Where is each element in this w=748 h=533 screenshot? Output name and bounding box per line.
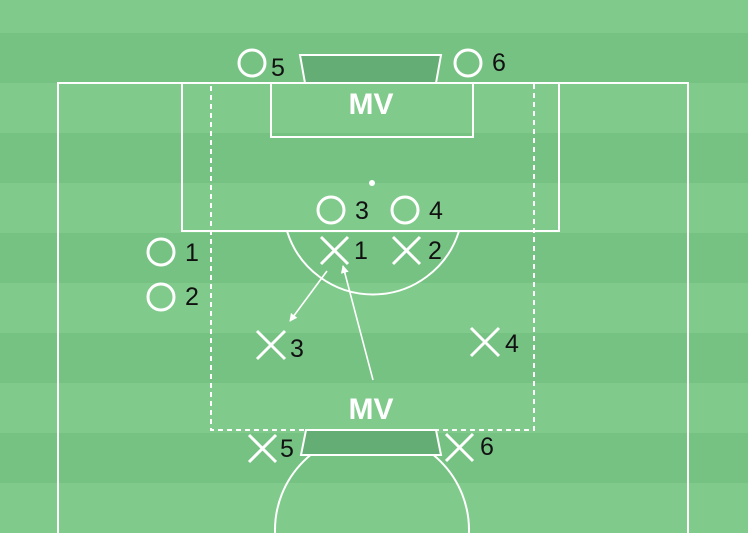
player-number: 2: [428, 237, 442, 265]
pass-arrow: [340, 265, 374, 381]
player-number: 6: [480, 433, 494, 461]
player-number: 2: [185, 283, 199, 311]
player-cross-1: 1: [319, 235, 368, 266]
player-number: 5: [280, 435, 294, 463]
player-circle-5: 5: [237, 48, 285, 82]
bottom-goalkeeper-label: MV: [349, 393, 394, 426]
player-number: 6: [492, 49, 506, 77]
grass-stripe: [0, 83, 748, 133]
player-cross-4: 4: [469, 326, 519, 358]
player-cross-2: 2: [391, 235, 442, 266]
penalty-arc: [286, 230, 460, 296]
grass-stripe: [0, 183, 748, 233]
top-goalkeeper-label: MV: [349, 88, 394, 121]
bottom-goal: [299, 429, 443, 456]
player-circle-3: 3: [316, 195, 369, 225]
player-number: 3: [290, 335, 304, 363]
player-circle-6: 6: [453, 48, 506, 78]
player-number: 5: [271, 54, 285, 82]
player-cross-3: 3: [255, 329, 304, 363]
pass-arrow: [289, 270, 328, 322]
player-number: 3: [355, 197, 369, 225]
grass-stripe: [0, 333, 748, 383]
player-circle-2: 2: [146, 282, 199, 312]
penalty-spot: [369, 180, 375, 186]
grass-stripe: [0, 383, 748, 433]
player-cross-5: 5: [247, 433, 294, 464]
player-circle-4: 4: [390, 195, 443, 225]
player-circle-1: 1: [146, 237, 199, 267]
grass-stripe: [0, 483, 748, 533]
grass-stripe: [0, 0, 748, 33]
player-cross-6: 6: [444, 432, 494, 463]
top-goal: [298, 54, 443, 84]
player-number: 4: [429, 197, 443, 225]
player-number: 4: [505, 330, 519, 358]
player-number: 1: [354, 237, 368, 265]
player-number: 1: [185, 239, 199, 267]
grass-stripe: [0, 283, 748, 333]
grass-stripe: [0, 133, 748, 183]
grass-stripe: [0, 233, 748, 283]
